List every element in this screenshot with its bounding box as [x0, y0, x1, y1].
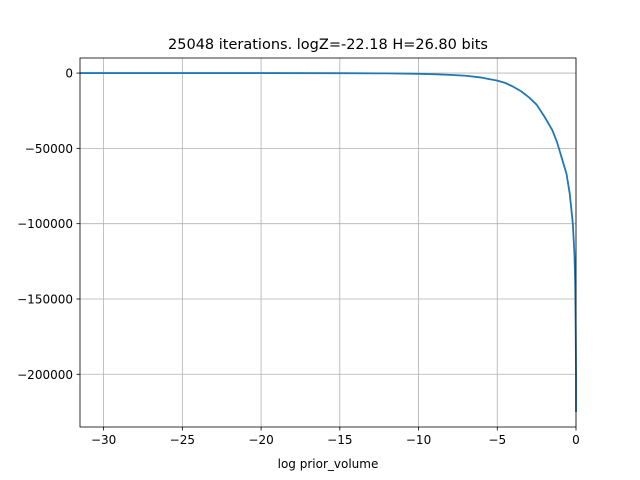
x-tick-label: −25	[170, 433, 195, 447]
y-tick-label: −200000	[17, 368, 73, 382]
y-tick-label: −100000	[17, 217, 73, 231]
x-tick-label: −10	[406, 433, 431, 447]
plot-frame	[79, 57, 577, 428]
x-tick-label: −20	[248, 433, 273, 447]
x-tick-label: −15	[327, 433, 352, 447]
grid	[80, 58, 577, 427]
y-tick-label: −50000	[25, 142, 73, 156]
x-tick-label: 0	[572, 433, 580, 447]
x-tick-label: −30	[91, 433, 116, 447]
x-axis: −30 −25 −20 −15 −10 −5 0	[91, 427, 580, 447]
chart-title: 25048 iterations. logZ=-22.18 H=26.80 bi…	[168, 37, 488, 53]
series-layer	[80, 72, 577, 412]
y-axis: 0 −50000 −100000 −150000 −200000	[17, 67, 80, 382]
x-tick-label: −5	[488, 433, 506, 447]
x-axis-label: log prior_volume	[278, 457, 379, 471]
y-tick-label: 0	[65, 67, 73, 81]
y-tick-label: −150000	[17, 292, 73, 306]
series-line-0	[80, 72, 577, 412]
